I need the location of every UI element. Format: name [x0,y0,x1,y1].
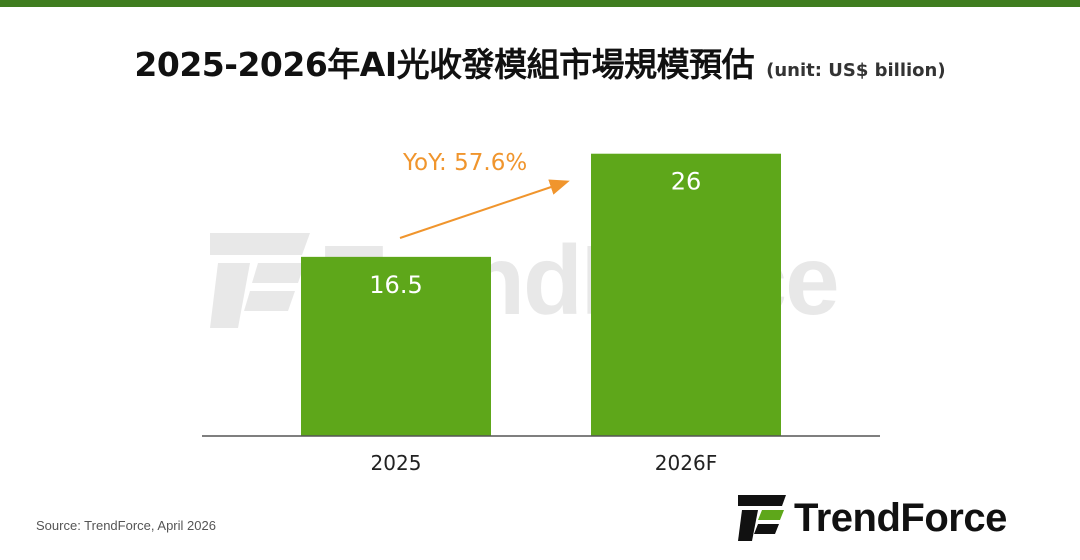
brand-logo: TrendForce [738,492,1007,544]
value-label-2026F: 26 [671,168,702,196]
bar-2025 [301,256,491,436]
top-accent-bar [0,0,1080,7]
category-label-2025: 2025 [371,451,422,475]
title-row: 2025-2026年AI光收發模組市場規模預估 (unit: US$ billi… [0,38,1080,88]
yoy-arrow [399,179,570,239]
chart-unit: (unit: US$ billion) [766,60,946,81]
bar-2026F [591,153,781,436]
trendforce-logo-icon [738,495,786,541]
brand-name: TrendForce [794,495,1007,540]
value-label-2025: 16.5 [369,271,422,299]
source-note: Source: TrendForce, April 2026 [36,518,216,533]
category-label-2026F: 2026F [655,451,717,475]
yoy-label: YoY: 57.6% [402,150,527,176]
chart-title: 2025-2026年AI光收發模組市場規模預估 [134,45,755,84]
